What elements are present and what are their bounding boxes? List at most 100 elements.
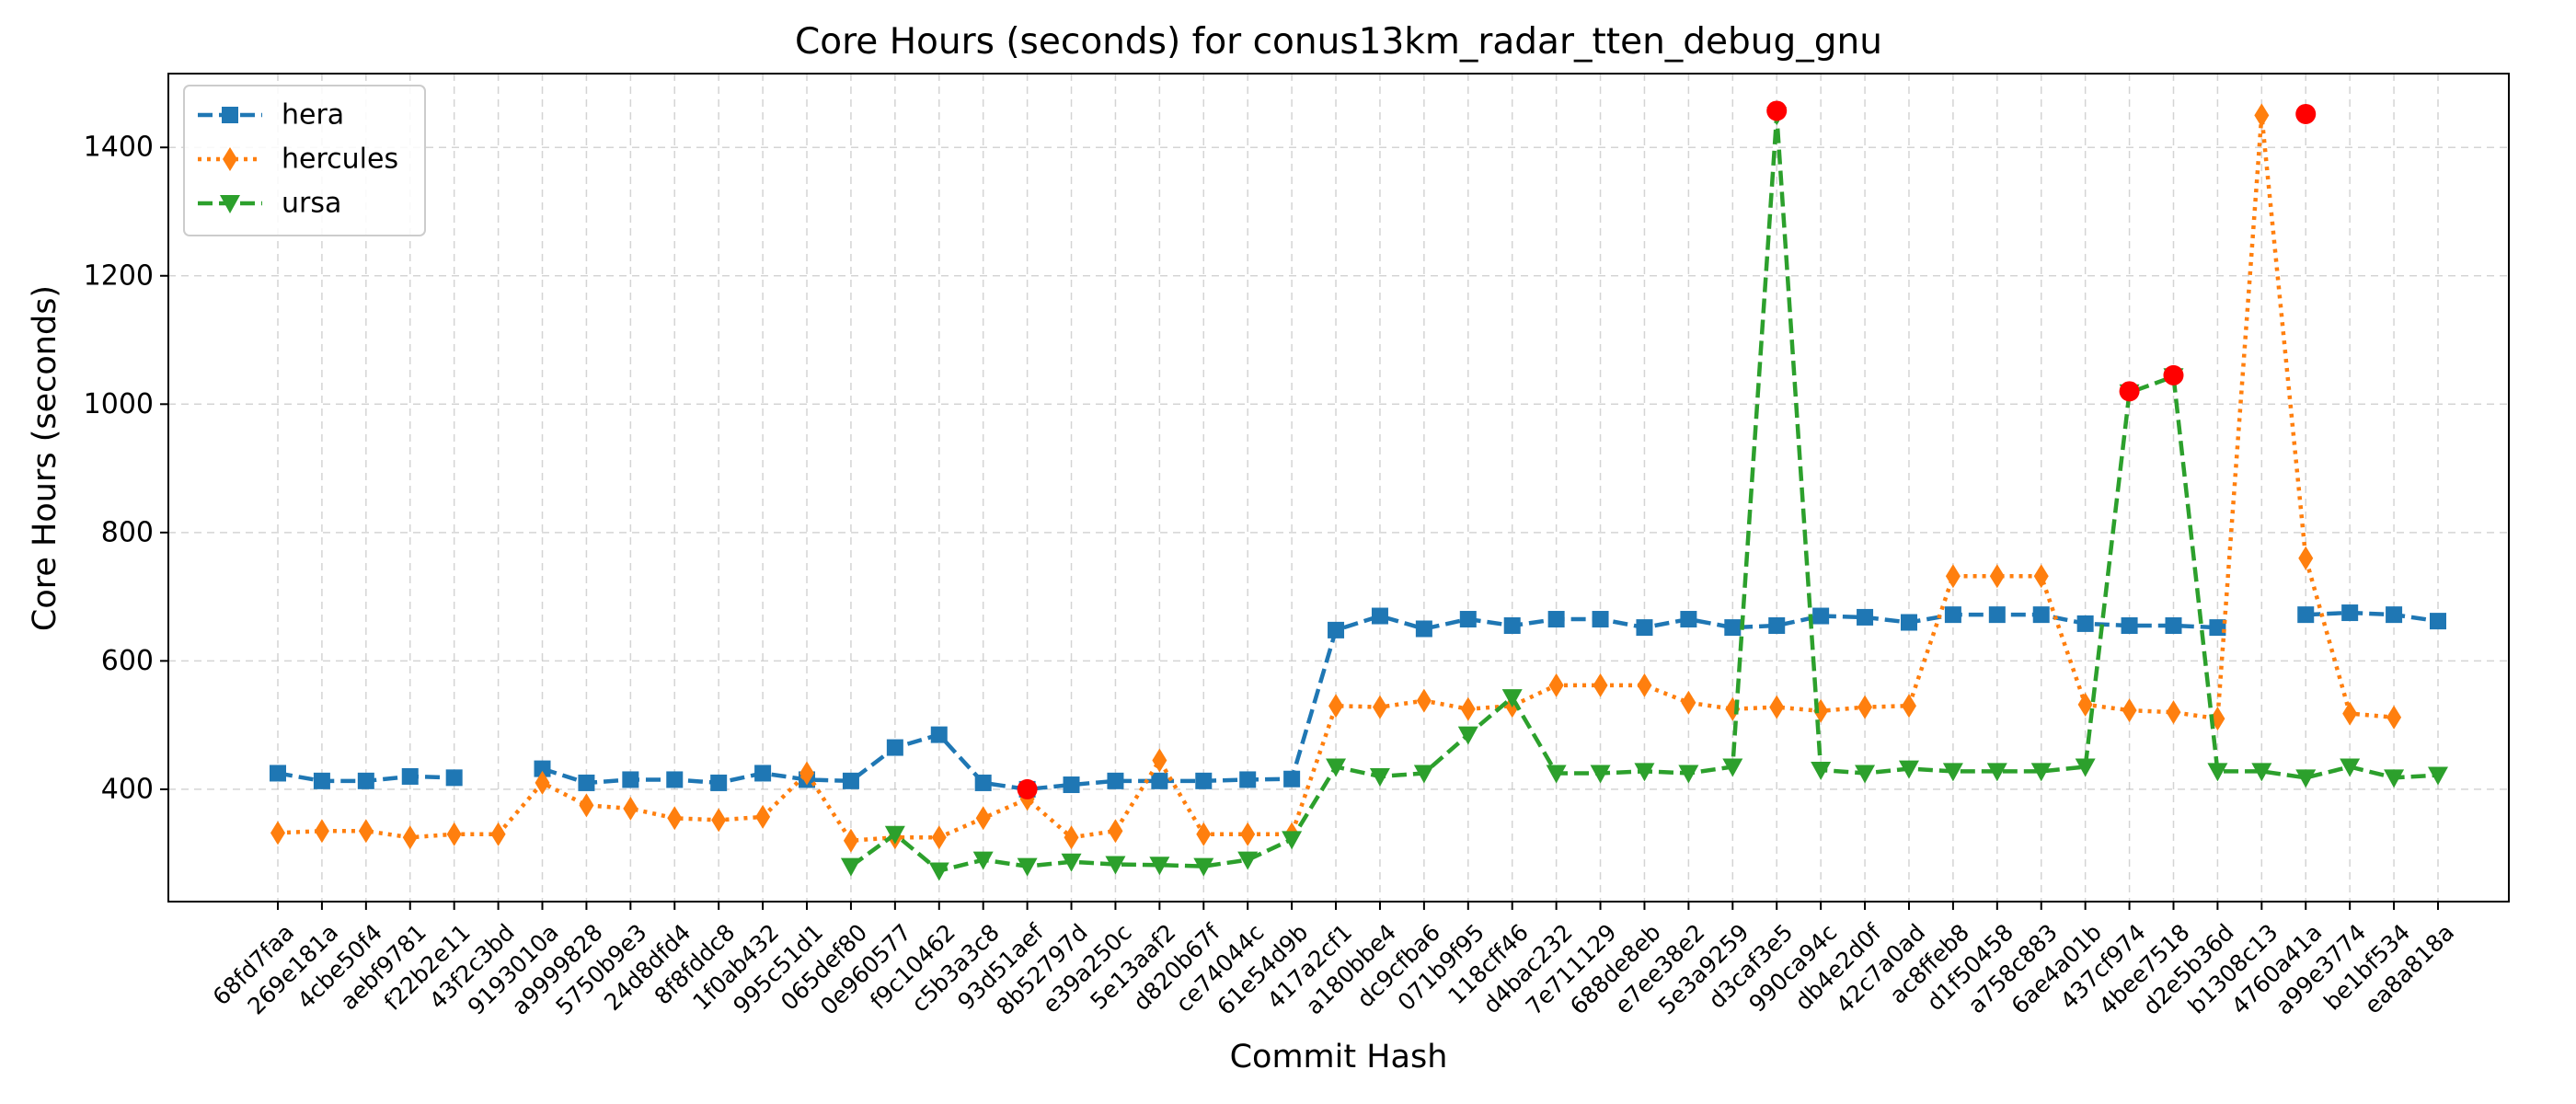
data-point-ursa xyxy=(1501,689,1523,708)
data-point-ursa xyxy=(1369,767,1390,787)
data-point-hercules xyxy=(1064,825,1079,850)
data-point-ursa xyxy=(2340,758,2361,777)
data-point-ursa xyxy=(1282,831,1303,850)
data-point-hercules xyxy=(1152,748,1167,773)
y-tick-label: 1000 xyxy=(84,388,154,420)
y-tick-label: 800 xyxy=(101,516,154,548)
data-point-hercules xyxy=(2033,564,2049,589)
data-point-hera xyxy=(1768,617,1786,634)
highlight-layer xyxy=(1017,100,2317,799)
data-point-hera xyxy=(2121,617,2138,634)
data-point-ursa xyxy=(1634,763,1655,782)
data-point-hera xyxy=(1812,607,1830,625)
data-point-hera xyxy=(1459,611,1477,628)
data-point-ursa xyxy=(1855,765,1876,784)
data-point-hera xyxy=(401,767,419,785)
data-point-hera xyxy=(445,769,463,787)
data-point-hercules xyxy=(931,825,947,850)
data-point-hercules xyxy=(799,761,815,786)
data-point-hercules xyxy=(535,770,550,795)
data-point-ursa xyxy=(1061,853,1082,872)
data-point-hera xyxy=(1636,619,1653,637)
data-point-hercules xyxy=(270,821,285,845)
data-point-hera xyxy=(1988,606,2006,624)
data-point-hera xyxy=(2430,613,2446,630)
data-point-hercules xyxy=(1901,694,1916,719)
data-point-ursa xyxy=(1546,765,1567,784)
y-tick-label: 600 xyxy=(101,645,154,677)
data-point-ursa xyxy=(840,857,861,877)
data-point-hera xyxy=(2076,615,2094,632)
legend-item-hercules: hercules xyxy=(198,144,398,176)
data-point-hera xyxy=(2341,604,2359,622)
legend-label: hera xyxy=(282,99,344,132)
data-point-hera xyxy=(1107,772,1124,789)
data-point-ursa xyxy=(1942,763,1963,782)
data-point-hera xyxy=(578,774,595,791)
data-point-hercules xyxy=(1108,819,1123,844)
data-point-hercules xyxy=(1593,673,1608,697)
data-point-hera xyxy=(930,726,948,743)
data-point-hercules xyxy=(446,822,462,846)
series-line-hera xyxy=(2306,610,2439,624)
data-point-hera xyxy=(1239,771,1257,788)
data-point-hercules xyxy=(490,822,506,846)
data-point-ursa xyxy=(1457,726,1478,745)
data-point-ursa xyxy=(1986,763,2007,782)
legend: hera hercules ursa xyxy=(183,85,426,236)
data-point-ursa xyxy=(2428,766,2448,786)
data-point-ursa xyxy=(1722,758,1743,777)
data-point-hera xyxy=(313,772,330,789)
data-point-ursa xyxy=(2207,763,2228,782)
data-point-hera xyxy=(2386,606,2403,624)
series-hera xyxy=(270,604,2446,798)
data-point-hera xyxy=(1195,772,1213,789)
data-point-hera xyxy=(270,765,286,782)
data-point-ursa xyxy=(972,851,994,870)
data-point-hercules xyxy=(1548,673,1564,697)
data-point-hercules xyxy=(1328,694,1344,719)
data-point-hera xyxy=(1415,620,1432,638)
data-point-hera xyxy=(1592,611,1609,628)
data-point-hercules xyxy=(1769,695,1785,719)
data-point-ursa xyxy=(1017,857,1038,877)
data-point-hercules xyxy=(2386,705,2402,730)
data-point-hercules xyxy=(1857,695,1873,719)
legend-marker xyxy=(222,107,238,123)
data-point-hera xyxy=(2032,606,2050,624)
data-point-hercules xyxy=(843,828,858,853)
data-point-ursa xyxy=(1326,758,1347,777)
data-point-ursa xyxy=(2075,758,2096,777)
data-point-hera xyxy=(1944,606,1961,624)
series-layer xyxy=(270,103,2448,881)
data-point-ursa xyxy=(1237,851,1259,870)
data-point-hera xyxy=(1547,611,1565,628)
grid-layer xyxy=(168,74,2509,902)
legend-marker xyxy=(223,147,237,171)
data-point-hera xyxy=(1283,770,1301,788)
data-point-ursa xyxy=(1105,856,1126,875)
data-point-ursa xyxy=(2030,763,2052,782)
data-point-hera xyxy=(1680,611,1697,628)
data-point-hera xyxy=(2165,617,2182,634)
highlight-point xyxy=(2295,103,2317,124)
data-point-hera xyxy=(534,760,551,777)
data-point-hercules xyxy=(2166,700,2181,725)
data-point-hera xyxy=(1151,772,1168,789)
data-point-hercules xyxy=(623,796,638,821)
data-point-hera xyxy=(1371,607,1388,625)
data-point-hera xyxy=(2209,619,2226,637)
y-tick-label: 400 xyxy=(101,773,154,805)
data-point-hercules xyxy=(402,825,418,850)
data-point-hera xyxy=(754,765,772,782)
data-point-hera xyxy=(622,771,639,788)
data-point-ursa xyxy=(2384,769,2405,788)
data-point-hera xyxy=(666,771,684,788)
highlight-point xyxy=(2163,364,2184,385)
data-point-hercules xyxy=(2298,546,2314,570)
data-point-hercules xyxy=(2254,103,2270,128)
data-point-hercules xyxy=(667,806,683,831)
legend-marker xyxy=(220,195,240,213)
